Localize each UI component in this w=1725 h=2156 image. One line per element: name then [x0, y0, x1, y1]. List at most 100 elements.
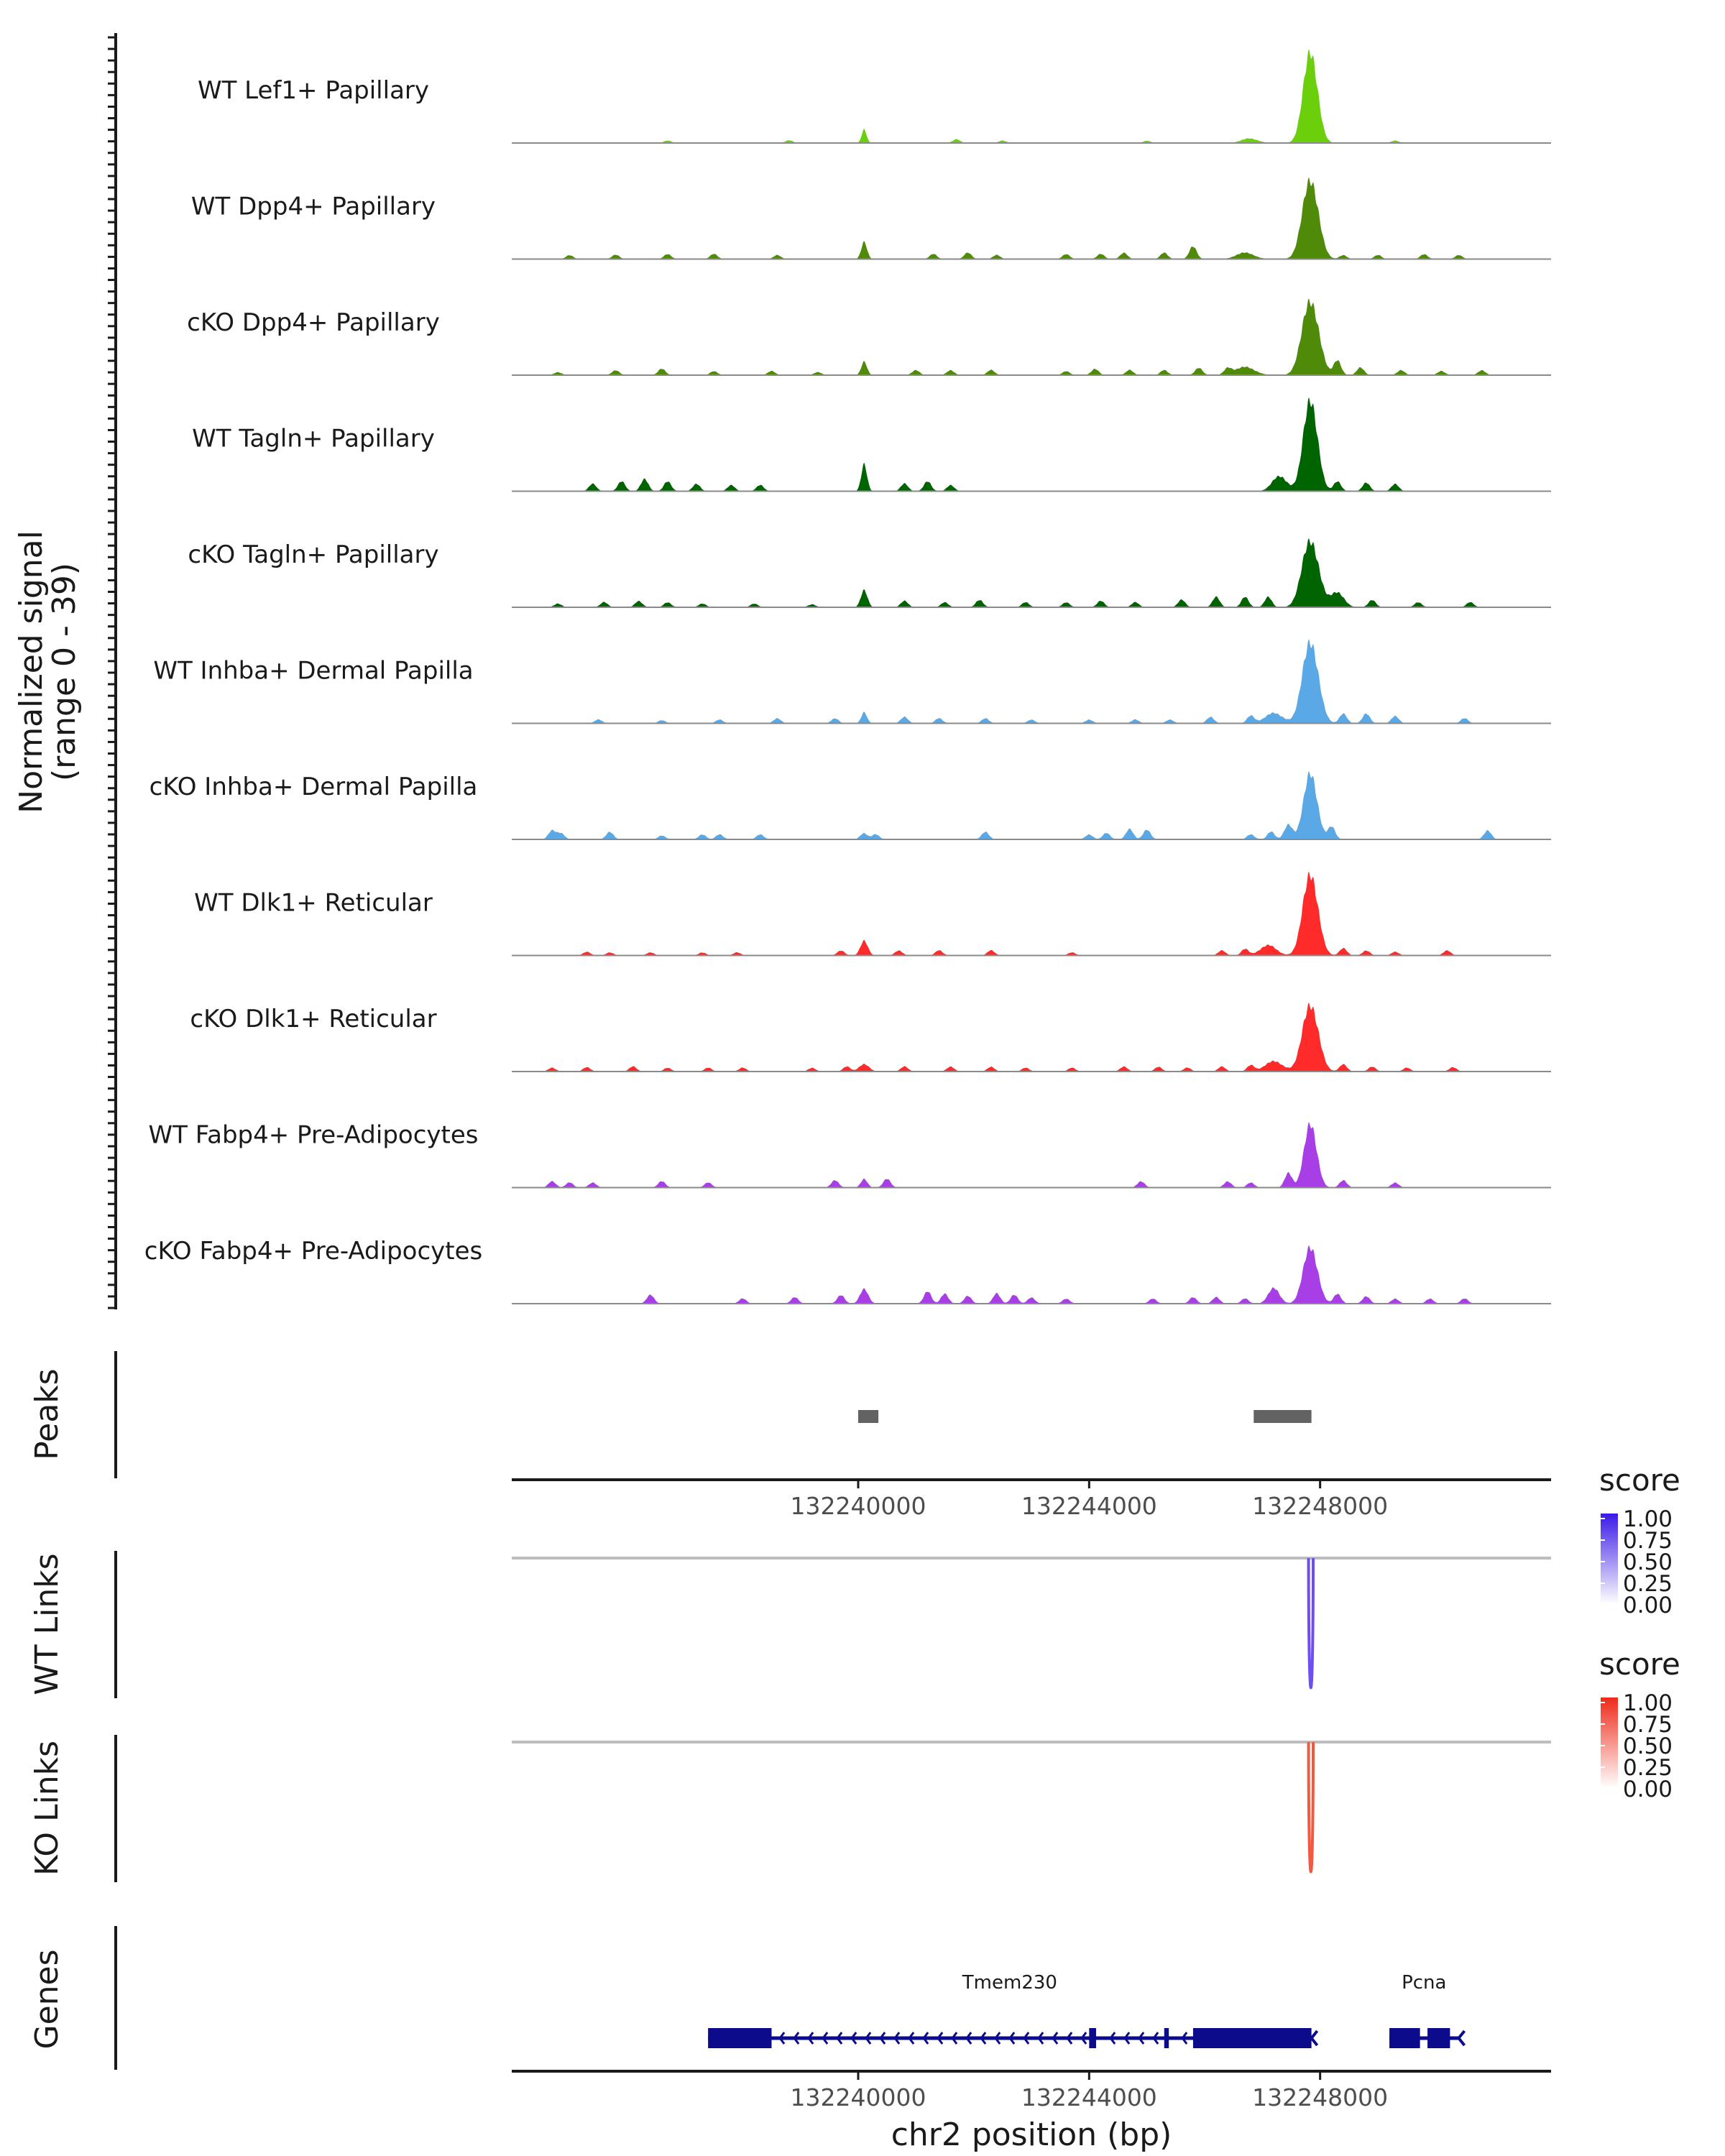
legend-label: 0.00 — [1623, 1777, 1673, 1802]
legend-label: 0.00 — [1623, 1593, 1673, 1618]
track-label: WT Inhba+ Dermal Papilla — [153, 657, 473, 686]
strand-arrow — [1037, 2032, 1044, 2045]
legend-label: 1.00 — [1623, 1506, 1673, 1532]
legend-title: score — [1599, 1462, 1680, 1498]
strand-arrow — [778, 2032, 786, 2045]
track-label: cKO Inhba+ Dermal Papilla — [150, 773, 478, 801]
peak-region — [858, 1410, 879, 1423]
x-axis-title: chr2 position (bp) — [891, 2116, 1172, 2153]
coverage-y-axis-title-line: (range 0 - 39) — [46, 563, 83, 781]
coverage-y-axis-title-text: Normalized signal(range 0 - 39) — [13, 530, 83, 814]
coverage-signal-area — [512, 1123, 1551, 1188]
coverage-track: cKO Tagln+ Papillary — [188, 538, 1551, 608]
legend-label: 0.50 — [1623, 1549, 1673, 1575]
x-axis: 132240000 132244000 132248000 — [512, 1478, 1551, 1520]
track-label: cKO Dlk1+ Reticular — [190, 1005, 436, 1033]
x-tick-label: 132248000 — [1252, 2083, 1388, 2111]
legend-colorbar — [1601, 1514, 1618, 1604]
gene-model: Pcna — [1389, 1972, 1466, 2048]
legend-label: 0.75 — [1623, 1712, 1673, 1738]
strand-arrow — [1080, 2032, 1087, 2045]
coverage-track: cKO Dlk1+ Reticular — [190, 1003, 1551, 1072]
strand-arrow — [836, 2032, 843, 2045]
strand-arrow — [1023, 2032, 1030, 2045]
strand-arrow — [1152, 2032, 1159, 2045]
strand-arrow — [865, 2032, 872, 2045]
gene-exon — [708, 2028, 772, 2048]
links-axis-title: WT Links — [29, 1553, 65, 1695]
genes-panel: Genes Tmem230 Pcna 132240000 132244000 132248… — [29, 1926, 1551, 2153]
coverage-signal-area — [512, 298, 1551, 375]
track-label: cKO Dpp4+ Papillary — [187, 308, 440, 337]
x-axis: 132240000 132244000 132248000 chr2 position… — [512, 2070, 1551, 2153]
coverage-track: WT Dlk1+ Reticular — [194, 872, 1551, 957]
legend-colorbar — [1601, 1697, 1618, 1788]
x-tick-label: 132244000 — [1021, 1492, 1157, 1520]
strand-arrow — [807, 2032, 814, 2045]
gene-name-label: Pcna — [1402, 1972, 1446, 1994]
gene-exon — [1089, 2028, 1096, 2048]
legend-label: 1.00 — [1623, 1690, 1673, 1716]
strand-arrow — [965, 2032, 972, 2045]
strand-arrow — [922, 2032, 929, 2045]
coverage-track: WT Lef1+ Papillary — [198, 49, 1551, 144]
coverage-signal-area — [512, 771, 1551, 839]
coverage-y-axis-title-line: Normalized signal — [13, 530, 50, 814]
coverage-signal-area — [512, 178, 1551, 259]
links-panel: WT Links score 1.000.750.500.250.00 — [29, 1462, 1680, 1698]
legend-title: score — [1599, 1646, 1680, 1682]
genes-axis-title: Genes — [29, 1949, 65, 2049]
legend-label: 0.25 — [1623, 1755, 1673, 1781]
strand-arrow — [793, 2032, 800, 2045]
gene-exon — [1192, 2028, 1312, 2048]
links-panel: KO Links score 1.000.750.500.250.00 — [29, 1646, 1680, 1882]
strand-arrow — [893, 2032, 901, 2045]
legend-label: 0.50 — [1623, 1733, 1673, 1759]
track-label: cKO Fabp4+ Pre-Adipocytes — [144, 1237, 483, 1266]
link-arc — [1307, 1741, 1315, 1874]
coverage-signal-area — [512, 872, 1551, 956]
coverage-signal-area — [512, 49, 1551, 144]
track-label: WT Dpp4+ Papillary — [191, 193, 436, 221]
x-tick-label: 132244000 — [1021, 2083, 1157, 2111]
score-legend: score 1.000.750.500.250.00 — [1599, 1462, 1680, 1618]
track-label: WT Fabp4+ Pre-Adipocytes — [149, 1121, 479, 1150]
coverage-track: cKO Dpp4+ Papillary — [187, 298, 1551, 376]
score-legend: score 1.000.750.500.250.00 — [1599, 1646, 1680, 1802]
strand-arrow — [1181, 2032, 1188, 2045]
coverage-track: WT Inhba+ Dermal Papilla — [153, 639, 1551, 724]
track-label: WT Dlk1+ Reticular — [194, 889, 433, 918]
gene-exon — [1164, 2028, 1169, 2048]
links-axis-title: KO Links — [29, 1741, 65, 1876]
x-tick-label: 132240000 — [791, 1492, 926, 1520]
peak-region — [1254, 1410, 1312, 1423]
coverage-y-axis-title: Normalized signal(range 0 - 39) — [13, 530, 83, 814]
gene-model: Tmem230 — [708, 1972, 1319, 2048]
track-label: WT Lef1+ Papillary — [198, 76, 429, 105]
strand-arrow — [994, 2032, 1001, 2045]
strand-arrow — [850, 2032, 857, 2045]
strand-arrow — [980, 2032, 987, 2045]
coverage-signal-area — [512, 639, 1551, 724]
legend-label: 0.75 — [1623, 1528, 1673, 1554]
gene-name-label: Tmem230 — [962, 1972, 1057, 1994]
coverage-track: WT Tagln+ Papillary — [192, 397, 1551, 492]
coverage-track: cKO Fabp4+ Pre-Adipocytes — [144, 1237, 1551, 1304]
strand-arrow — [1310, 2030, 1319, 2047]
strand-arrow — [879, 2032, 886, 2045]
strand-arrow — [1123, 2032, 1131, 2045]
strand-arrow — [1066, 2032, 1073, 2045]
gene-exon — [1427, 2028, 1450, 2048]
strand-arrow — [1109, 2032, 1116, 2045]
strand-arrow — [951, 2032, 958, 2045]
strand-arrow — [822, 2032, 829, 2045]
link-arc — [1307, 1557, 1315, 1690]
legend-label: 0.25 — [1623, 1571, 1673, 1597]
coverage-signal-area — [512, 538, 1551, 607]
coverage-y-axis — [108, 33, 117, 1309]
coverage-track: WT Dpp4+ Papillary — [191, 178, 1551, 260]
x-tick-label: 132248000 — [1252, 1492, 1388, 1520]
strand-arrow — [1456, 2030, 1466, 2047]
